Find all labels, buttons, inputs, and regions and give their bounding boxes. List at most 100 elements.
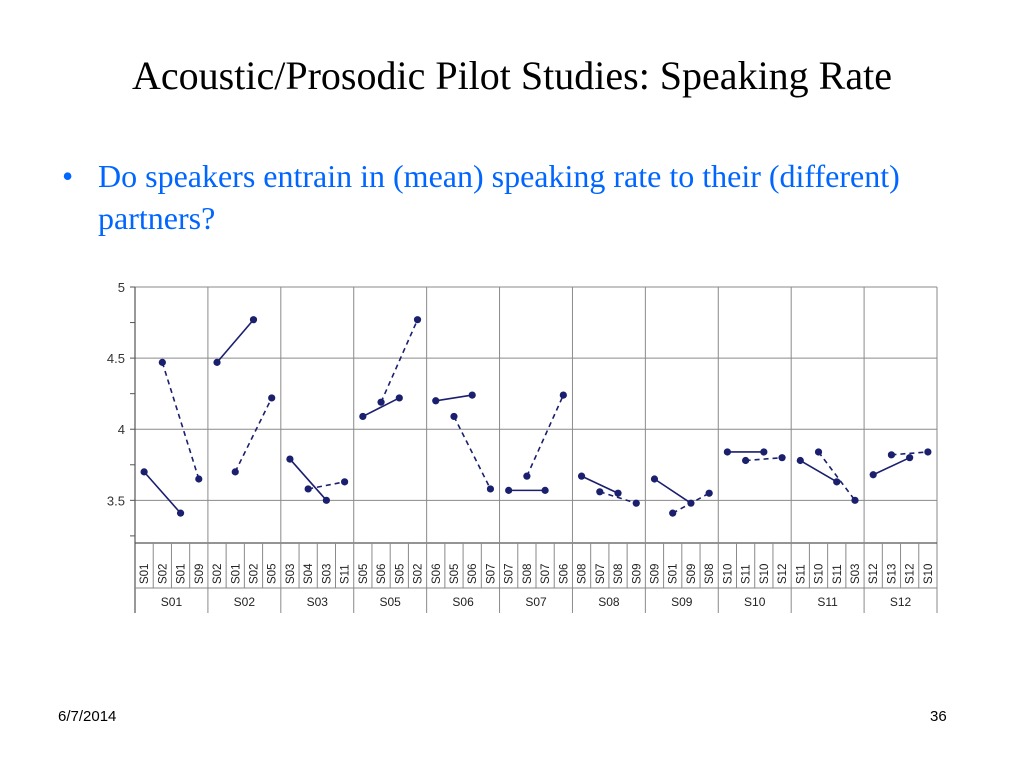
data-point <box>341 478 349 486</box>
x-tick-label: S06 <box>431 564 443 584</box>
dashed-series-line <box>891 451 928 456</box>
solid-series-line <box>143 471 182 514</box>
x-tick-label: S09 <box>686 564 698 584</box>
data-point <box>176 509 185 517</box>
data-point <box>742 456 750 465</box>
data-point <box>632 499 640 507</box>
data-point <box>432 397 440 405</box>
data-point <box>413 316 422 324</box>
data-point <box>814 448 823 456</box>
y-tick-label: 4.5 <box>107 351 125 366</box>
x-tick-label: S03 <box>285 564 297 584</box>
data-point <box>541 486 549 494</box>
solid-series-line <box>872 456 910 476</box>
x-tick-label: S05 <box>449 564 461 584</box>
x-tick-label: S10 <box>759 564 771 584</box>
x-tick-label: S09 <box>649 564 661 584</box>
x-tick-label: S07 <box>485 564 497 584</box>
data-point <box>322 496 330 504</box>
data-point <box>614 489 622 497</box>
data-point <box>450 412 458 421</box>
dashed-series-line <box>234 397 273 473</box>
data-point <box>669 509 677 517</box>
solid-series-line <box>581 475 619 494</box>
data-point <box>723 448 731 456</box>
x-tick-label: S03 <box>321 564 333 584</box>
x-tick-label: S06 <box>467 564 479 584</box>
group-label: S09 <box>671 595 693 609</box>
data-point <box>851 496 859 504</box>
group-label: S06 <box>452 595 474 609</box>
solid-series-line <box>289 458 327 501</box>
data-point <box>377 398 385 406</box>
x-tick-label: S12 <box>905 564 917 584</box>
x-tick-label: S01 <box>668 564 680 584</box>
x-tick-label: S12 <box>868 564 880 584</box>
solid-series-line <box>799 459 838 483</box>
x-tick-label: S11 <box>340 564 352 584</box>
data-point <box>213 358 221 366</box>
data-point <box>140 468 148 476</box>
group-label: S03 <box>307 595 329 609</box>
data-point <box>760 448 768 456</box>
dashed-series-line <box>526 394 565 477</box>
dashed-series-line <box>380 319 419 403</box>
x-tick-label: S11 <box>741 564 753 584</box>
x-tick-label: S07 <box>504 564 516 584</box>
x-tick-label: S08 <box>522 564 534 584</box>
dashed-series-line <box>308 481 345 490</box>
x-tick-label: S08 <box>704 564 716 584</box>
y-tick-label: 3.5 <box>107 493 125 508</box>
solid-series-line <box>654 478 692 504</box>
page-number: 36 <box>930 708 947 725</box>
dashed-series-line <box>161 362 200 480</box>
data-point <box>505 486 513 494</box>
data-point <box>577 472 586 480</box>
x-tick-label: S02 <box>413 564 425 584</box>
x-tick-label: S03 <box>850 564 862 584</box>
data-point <box>687 499 695 507</box>
x-tick-label: S02 <box>212 564 224 584</box>
bullet-text: Do speakers entrain in (mean) speaking r… <box>98 158 900 236</box>
data-point <box>924 448 932 456</box>
data-point <box>395 394 403 402</box>
x-tick-label: S08 <box>613 564 625 584</box>
data-point <box>195 475 203 483</box>
dashed-series-line <box>817 451 856 501</box>
solid-series-line <box>216 319 255 363</box>
data-point <box>304 485 312 493</box>
y-tick-label: 4 <box>118 422 125 437</box>
data-point <box>468 391 476 399</box>
group-label: S11 <box>817 595 838 609</box>
data-point <box>705 489 713 497</box>
data-point <box>359 412 367 421</box>
data-point <box>559 391 567 399</box>
solid-series-line <box>435 394 473 402</box>
x-tick-label: S07 <box>540 564 552 584</box>
x-tick-label: S05 <box>267 564 279 584</box>
data-point <box>268 394 276 402</box>
footer-date: 6/7/2014 <box>58 708 117 725</box>
group-label: S10 <box>744 595 766 609</box>
data-point <box>596 488 604 496</box>
x-tick-label: S01 <box>176 564 188 584</box>
slide-title: Acoustic/Prosodic Pilot Studies: Speakin… <box>132 53 892 98</box>
x-tick-label: S12 <box>777 564 789 584</box>
x-tick-label: S01 <box>139 564 151 584</box>
data-point <box>486 485 495 493</box>
x-tick-label: S05 <box>394 564 406 584</box>
x-tick-label: S10 <box>814 564 826 584</box>
dashed-series-line <box>453 416 492 490</box>
data-point <box>286 455 294 463</box>
data-point <box>231 468 239 476</box>
group-label: S05 <box>380 595 402 609</box>
x-tick-label: S10 <box>722 564 734 584</box>
data-point <box>249 316 258 324</box>
x-tick-label: S04 <box>303 563 315 584</box>
x-tick-label: S02 <box>157 564 169 584</box>
x-tick-label: S13 <box>886 564 898 584</box>
data-point <box>650 475 659 483</box>
data-point <box>523 472 531 480</box>
group-label: S07 <box>525 595 547 609</box>
